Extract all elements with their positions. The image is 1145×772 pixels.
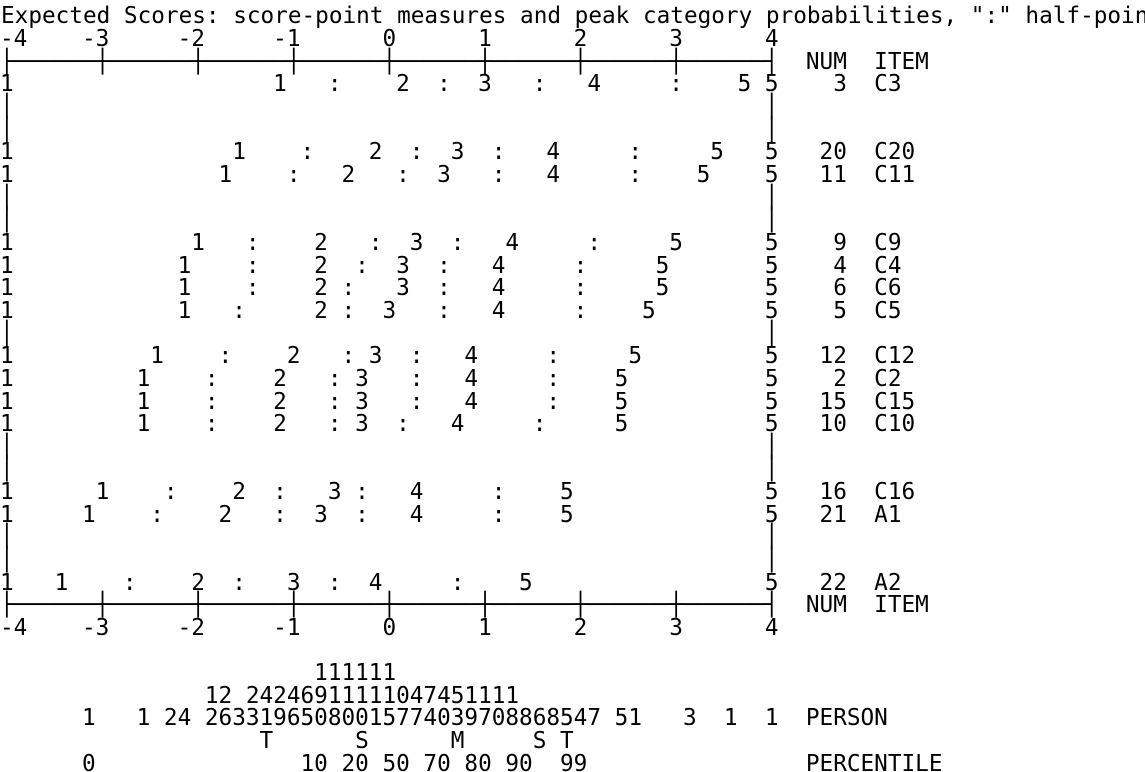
plot-line: │ │ — [0, 547, 779, 574]
plot-line: │ │ — [0, 207, 779, 234]
plot-line: 1 1 : 2 : 3 : 4 : 5 5 6 C6 — [0, 275, 902, 302]
plot-line: 1 1 : 2 : 3 : 4 : 5 5 20 C20 — [0, 139, 916, 166]
plot-line: │ │ — [0, 320, 779, 347]
plot-line: │ │ — [0, 93, 779, 120]
distribution-line: 1 1 24 26331965080015774039708868547 51 … — [0, 705, 888, 732]
distribution-line: 0 10 20 50 70 80 90 99 PERCENTILE — [0, 750, 943, 772]
expected-scores-plot: -4 -3 -2 -1 0 1 2 3 4 ├──────┼──────┼────… — [0, 28, 929, 640]
plot-line: -4 -3 -2 -1 0 1 2 3 4 — [0, 615, 779, 642]
plot-line: 1 1 : 2 : 3 : 4 : 5 5 3 C3 — [0, 71, 902, 98]
plot-line: 1 1 : 2 : 3 : 4 : 5 5 2 C2 — [0, 365, 902, 392]
plot-line: │ │ — [0, 184, 779, 211]
distribution-line: T S M S T — [0, 727, 574, 754]
distribution-line: 111111 — [0, 660, 397, 686]
plot-line: 1 1 : 2 : 3 : 4 : 5 5 12 C12 — [0, 343, 916, 370]
plot-line: -4 -3 -2 -1 0 1 2 3 4 — [0, 26, 779, 52]
plot-line: 1 1 : 2 : 3 : 4 : 5 5 21 A1 — [0, 501, 902, 528]
plot-line: 1 1 : 2 : 3 : 4 : 5 5 5 C5 — [0, 297, 902, 324]
title: Expected Scores: score-point measures an… — [1, 3, 1145, 29]
plot-line: 1 1 : 2 : 3 : 4 : 5 5 11 C11 — [0, 161, 916, 188]
plot-line: │ │ — [0, 524, 779, 551]
plot-line: │ │ — [0, 456, 779, 483]
plot-line: 1 1 : 2 : 3 : 4 : 5 5 10 C10 — [0, 411, 916, 438]
plot-line: ├──────┼──────┼──────┼──────┼──────┼────… — [0, 48, 929, 75]
plot-line: ├──────┼──────┼──────┼──────┼──────┼────… — [0, 592, 929, 619]
plot-line: │ │ — [0, 116, 779, 143]
distribution-line: 12 24246911111047451111 — [0, 682, 520, 709]
person-distribution: 111111 12 24246911111047451111 1 1 24 26… — [0, 660, 943, 772]
plot-line: 1 1 : 2 : 3 : 4 : 5 5 4 C4 — [0, 252, 902, 279]
plot-line: 1 1 : 2 : 3 : 4 : 5 5 15 C15 — [0, 388, 916, 415]
plot-line: 1 1 : 2 : 3 : 4 : 5 5 16 C16 — [0, 479, 916, 506]
plot-line: 1 1 : 2 : 3 : 4 : 5 5 22 A2 — [0, 569, 902, 596]
plot-line: │ │ — [0, 433, 779, 460]
plot-line: 1 1 : 2 : 3 : 4 : 5 5 9 C9 — [0, 229, 902, 256]
